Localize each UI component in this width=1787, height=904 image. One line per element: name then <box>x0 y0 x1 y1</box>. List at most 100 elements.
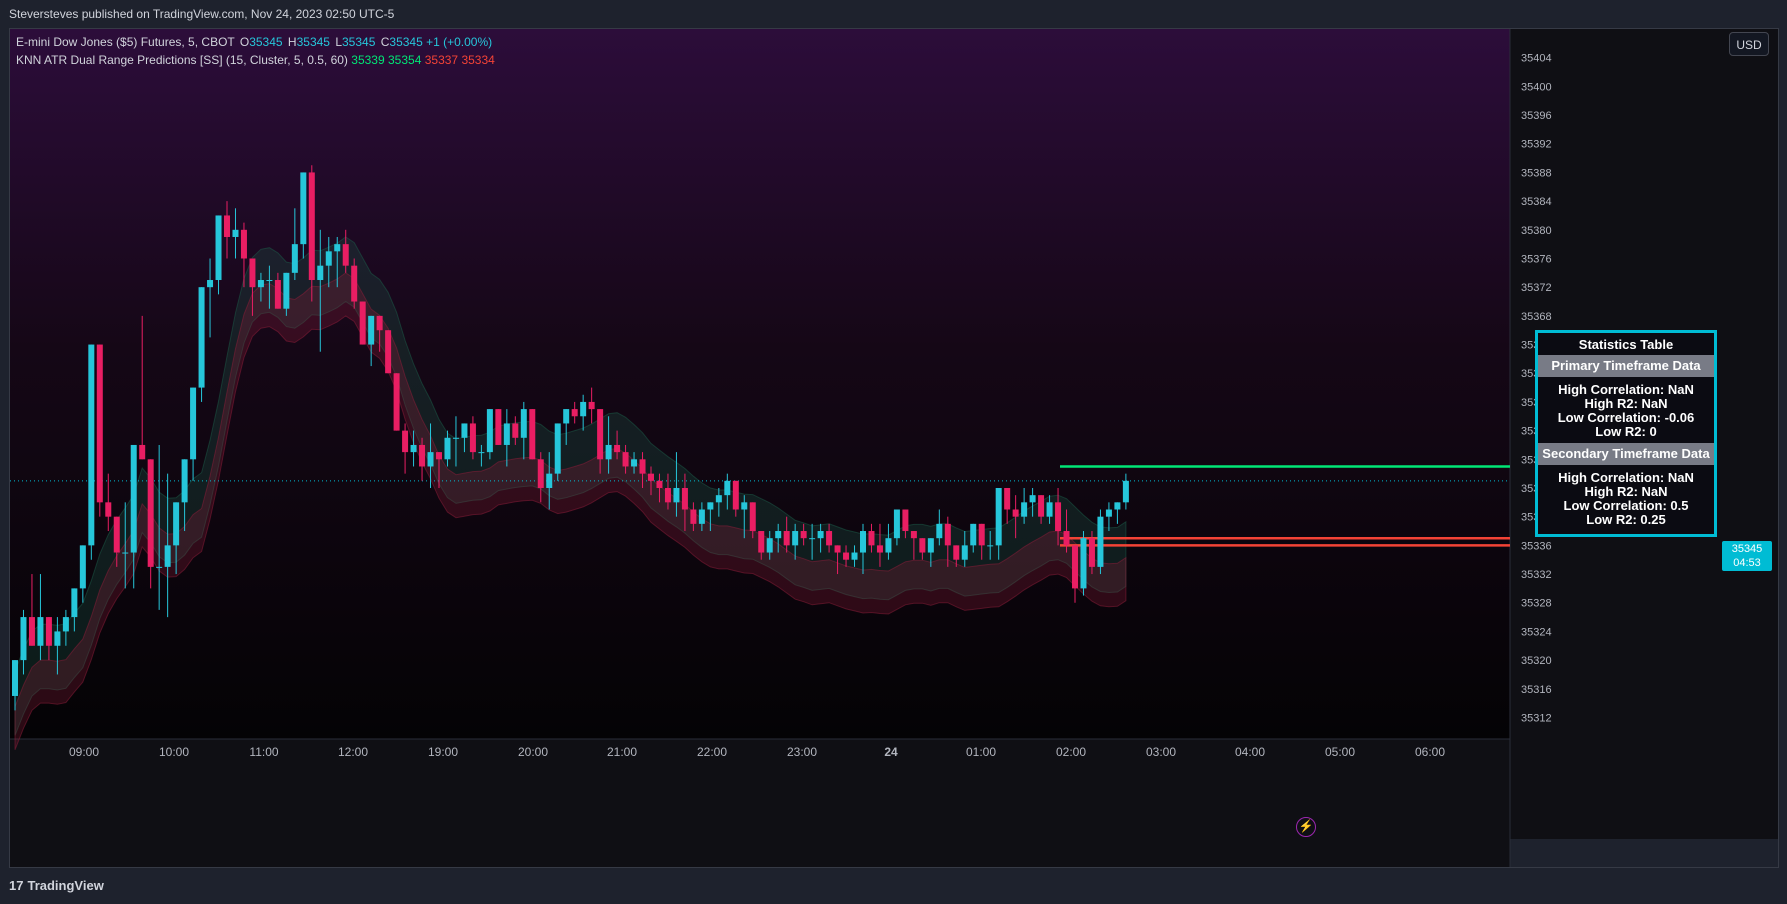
x-tick-5: 20:00 <box>518 745 548 759</box>
candle-body <box>893 509 900 539</box>
candle-12 <box>105 473 112 532</box>
candle-40 <box>342 229 349 273</box>
candle-86 <box>732 480 739 517</box>
candle-119 <box>1012 495 1019 539</box>
candle-80 <box>681 473 688 532</box>
candle-body <box>817 531 824 539</box>
x-tick-1: 10:00 <box>159 745 189 759</box>
indicator-name: KNN ATR Dual Range Predictions [SS] (15,… <box>16 53 348 67</box>
chart-pane[interactable]: 35404 35400 35396 35392 35388 35384 35380 35376… <box>9 28 1779 868</box>
candle-76 <box>648 466 654 496</box>
candle-103 <box>876 523 883 567</box>
candle-87 <box>741 495 748 539</box>
candle-body <box>622 452 629 467</box>
candle-body <box>419 444 426 467</box>
candle-49 <box>419 437 426 481</box>
candle-body <box>427 452 434 467</box>
candle-body <box>469 423 476 453</box>
open-label: O <box>239 35 250 49</box>
footer-brand[interactable]: 17 TradingView <box>9 876 104 896</box>
candle-13 <box>113 516 120 567</box>
candle-body <box>308 172 315 281</box>
candle-body <box>334 244 341 252</box>
candle-body <box>936 523 943 539</box>
lightning-icon[interactable]: ⚡ <box>1296 817 1316 837</box>
candle-body <box>868 531 875 546</box>
y-tick-35400: 35400 <box>1521 81 1552 93</box>
candle-body <box>605 444 612 460</box>
candle-body <box>444 437 451 460</box>
candle-body <box>71 588 78 618</box>
candle-109 <box>927 538 934 567</box>
candle-8 <box>71 588 78 632</box>
y-tick-35404: 35404 <box>1521 53 1552 65</box>
candle-59 <box>503 409 510 467</box>
candle-body <box>232 229 239 237</box>
candle-body <box>181 459 188 503</box>
candle-65 <box>554 423 561 481</box>
candle-body <box>164 545 171 567</box>
candle-body <box>478 452 485 454</box>
candle-body <box>122 552 129 554</box>
candle-27 <box>232 208 239 259</box>
candle-body <box>664 487 671 503</box>
candle-101 <box>860 523 866 575</box>
candlestick-chart[interactable]: 35404 35400 35396 35392 35388 35384 35380 35376… <box>10 29 1779 868</box>
candle-body <box>96 344 103 503</box>
candle-62 <box>529 409 536 460</box>
x-tick-2: 11:00 <box>249 745 278 759</box>
candle-54 <box>461 423 468 453</box>
candle-body <box>860 531 866 553</box>
candle-55 <box>469 416 476 460</box>
candle-128 <box>1088 531 1095 575</box>
candle-body <box>851 552 858 560</box>
candle-72 <box>614 430 621 460</box>
secondary-header: Secondary Timeframe Data <box>1538 443 1714 465</box>
candle-79 <box>673 452 680 517</box>
candle-16 <box>139 315 146 460</box>
candle-body <box>597 409 604 460</box>
candle-body <box>215 215 222 281</box>
candle-body <box>452 437 459 439</box>
candle-36 <box>308 165 315 302</box>
candle-41 <box>351 258 358 309</box>
candle-body <box>224 215 230 237</box>
candle-body <box>1072 545 1078 589</box>
candle-body <box>461 423 468 438</box>
candle-29 <box>249 258 256 316</box>
candle-52 <box>444 430 451 467</box>
currency-button[interactable]: USD <box>1729 32 1769 56</box>
lower-atr-band <box>14 272 1127 750</box>
candle-body <box>1105 509 1112 517</box>
secondary-row-high-r2: High R2: NaN <box>1584 484 1668 499</box>
y-tick-35320: 35320 <box>1521 655 1552 667</box>
candle-24 <box>207 258 214 338</box>
candle-body <box>257 280 264 288</box>
candle-1 <box>12 660 18 711</box>
candle-32 <box>274 272 281 309</box>
y-tick-35368: 35368 <box>1521 311 1552 323</box>
candle-body <box>690 509 697 524</box>
y-tick-35372: 35372 <box>1521 282 1552 294</box>
candle-105 <box>893 509 900 546</box>
candle-body <box>843 552 850 560</box>
candle-66 <box>563 409 570 445</box>
candle-body <box>139 444 146 460</box>
candle-body <box>266 280 273 282</box>
x-tick-13: 04:00 <box>1235 745 1265 759</box>
candle-71 <box>605 416 612 474</box>
candle-body <box>554 423 561 474</box>
candle-body <box>953 545 960 560</box>
secondary-row-high-corr: High Correlation: NaN <box>1558 470 1694 485</box>
candle-15 <box>130 444 137 589</box>
candle-117 <box>995 487 1002 560</box>
candle-110 <box>936 509 943 546</box>
open-value: 35345 <box>249 35 283 49</box>
candle-body <box>147 459 154 567</box>
candle-67 <box>571 401 578 424</box>
candle-11 <box>96 344 103 517</box>
candle-body <box>130 444 137 553</box>
candle-body <box>351 265 358 302</box>
candle-body <box>1038 495 1045 517</box>
symbol-legend-row: E-mini Dow Jones ($5) Futures, 5, CBOT O… <box>16 33 495 51</box>
